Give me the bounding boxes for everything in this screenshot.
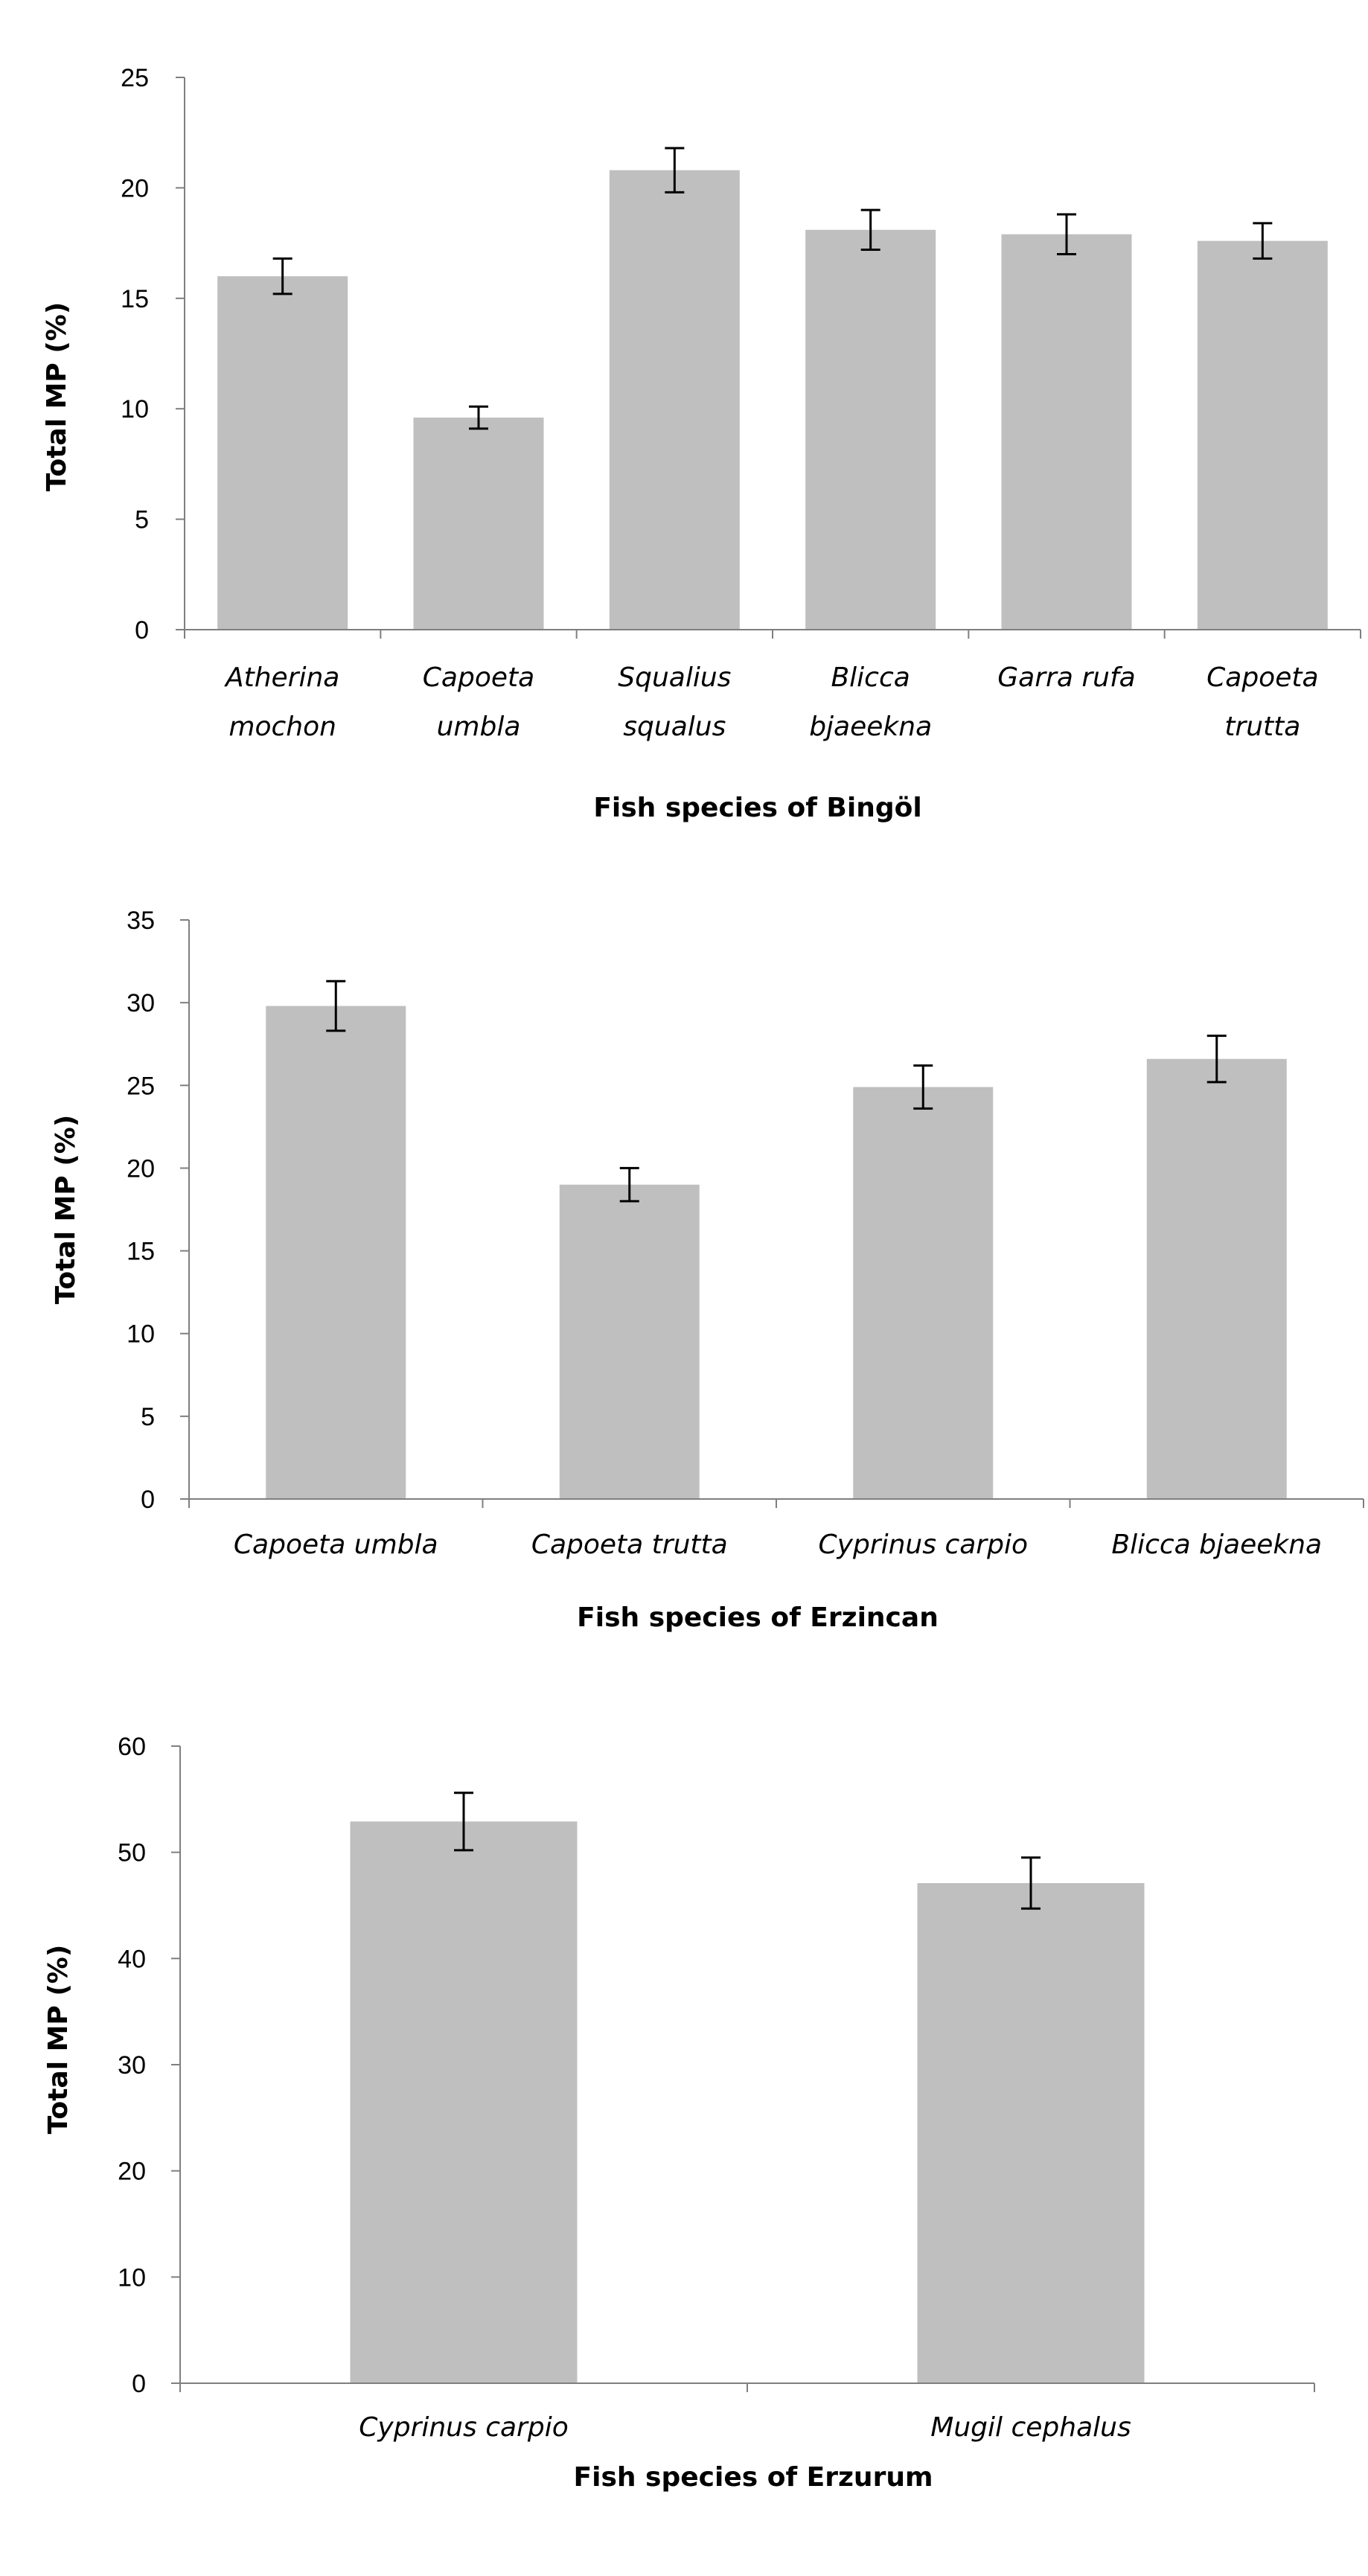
x-axis-title: Fish species of Erzincan	[577, 1602, 939, 1633]
chart-bingol: 0 5 10 15 20 25 Atherina mochon Capoeta umbla Squ…	[42, 64, 1361, 823]
category-label: Cyprinus carpio	[359, 2412, 568, 2443]
bar	[217, 276, 348, 630]
y-axis: 0 10 20 30 40 50 60	[118, 1733, 181, 2398]
y-axis-title: Total MP (%)	[42, 302, 72, 492]
category-label: Capoeta	[1206, 662, 1318, 693]
y-axis: 0 5 10 15 20 25	[121, 64, 185, 645]
y-tick-label: 25	[127, 1072, 155, 1100]
y-axis-title: Total MP (%)	[43, 1945, 74, 2135]
category-label: Blicca bjaeekna	[1111, 1530, 1322, 1560]
y-tick-label: 0	[135, 616, 149, 645]
y-tick-label: 5	[135, 506, 149, 534]
chart-erzurum: 0 10 20 30 40 50 60 Cyprinus carpio Mugil cepha…	[43, 1733, 1315, 2493]
category-label: Atherina	[224, 662, 339, 693]
category-label: Garra rufa	[997, 662, 1135, 693]
y-tick-label: 20	[127, 1154, 155, 1183]
category-label: Mugil cephalus	[930, 2412, 1131, 2443]
bar	[853, 1087, 994, 1499]
y-axis: 0 5 10 15 20 25 30 35	[127, 907, 190, 1514]
category-label: mochon	[228, 712, 336, 742]
bars	[266, 979, 1287, 1499]
bar	[1001, 234, 1132, 630]
chart-erzincan: 0 5 10 15 20 25 30 35 Capoeta umbla Capoeta trut…	[51, 907, 1364, 1633]
category-label: Squalius	[618, 662, 731, 693]
y-tick-label: 60	[118, 1733, 146, 1761]
category-label: Capoeta	[423, 662, 534, 693]
y-tick-label: 25	[121, 64, 149, 92]
bar	[559, 1184, 700, 1499]
y-tick-label: 0	[141, 1486, 155, 1514]
y-tick-label: 10	[118, 2263, 146, 2292]
x-axis: Capoeta umbla Capoeta trutta Cyprinus carp…	[188, 1498, 1364, 1560]
category-label: squalus	[623, 712, 726, 742]
category-label: Blicca	[831, 662, 910, 693]
bar	[609, 170, 740, 630]
bar	[917, 1883, 1145, 2383]
y-tick-label: 10	[121, 395, 149, 424]
y-tick-label: 10	[127, 1320, 155, 1349]
bar	[266, 1006, 406, 1499]
y-axis-title: Total MP (%)	[51, 1115, 81, 1305]
bar	[413, 418, 544, 630]
y-tick-label: 30	[118, 2051, 146, 2080]
category-label: umbla	[437, 712, 521, 742]
x-axis-title: Fish species of Bingöl	[593, 793, 921, 823]
y-tick-label: 15	[127, 1238, 155, 1266]
category-label: trutta	[1224, 712, 1300, 742]
category-label: bjaeekna	[809, 712, 932, 742]
y-tick-label: 15	[121, 285, 149, 313]
y-tick-label: 20	[118, 2158, 146, 2186]
y-tick-label: 40	[118, 1945, 146, 1973]
category-label: Capoeta umbla	[234, 1530, 438, 1560]
bars	[350, 1792, 1145, 2383]
category-label: Capoeta trutta	[531, 1530, 728, 1560]
y-tick-label: 35	[127, 907, 155, 935]
y-tick-label: 0	[132, 2370, 146, 2398]
x-axis-title: Fish species of Erzurum	[574, 2462, 933, 2493]
category-label: Cyprinus carpio	[819, 1530, 1028, 1560]
bar	[350, 1821, 578, 2383]
y-tick-label: 5	[141, 1403, 155, 1431]
y-tick-label: 50	[118, 1839, 146, 1867]
bar	[1146, 1058, 1287, 1499]
y-tick-label: 20	[121, 174, 149, 202]
bars	[217, 147, 1328, 630]
x-axis: Atherina mochon Capoeta umbla Squalius squalu…	[184, 629, 1361, 742]
x-axis: Cyprinus carpio Mugil cephalus	[179, 2382, 1315, 2443]
bar	[1197, 240, 1328, 630]
y-tick-label: 30	[127, 989, 155, 1017]
bar	[805, 229, 936, 630]
